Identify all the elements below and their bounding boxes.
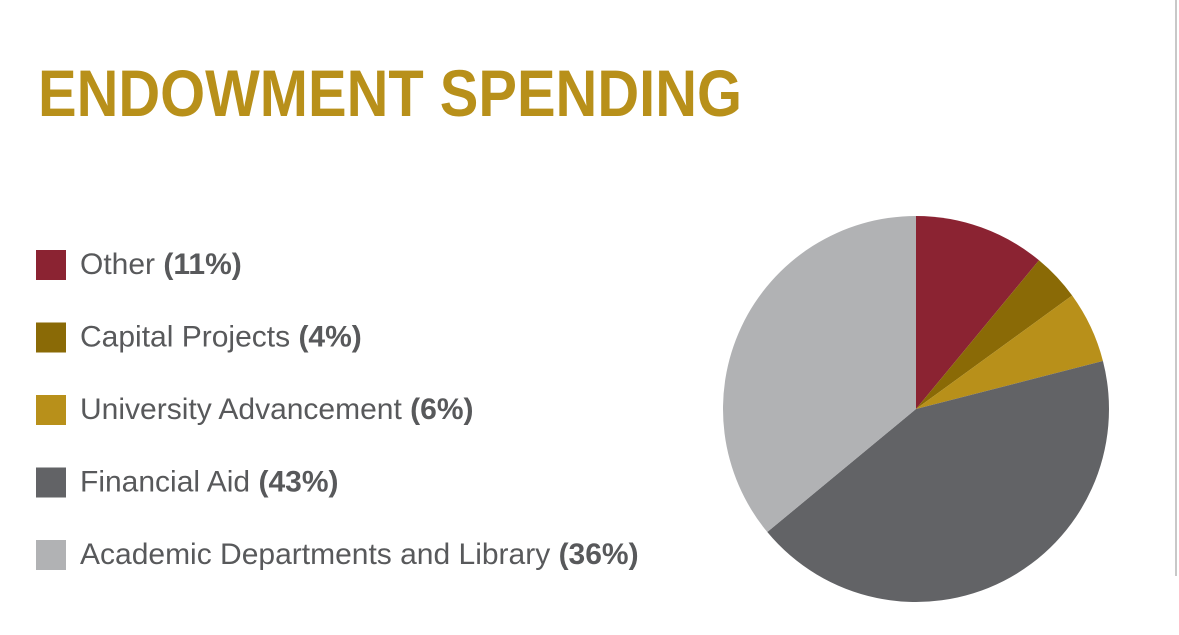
legend-value: (4%): [298, 320, 361, 353]
legend-label: University Advancement: [80, 393, 402, 426]
legend-space: [550, 538, 558, 571]
legend-value: (43%): [258, 465, 338, 498]
legend-swatch: [36, 395, 66, 425]
legend-entry: Financial Aid (43%): [80, 465, 338, 498]
legend-swatch: [36, 250, 66, 280]
legend-entry: Academic Departments and Library (36%): [80, 538, 639, 571]
pie-slice: [916, 216, 1040, 409]
legend-space: [290, 320, 298, 353]
legend-entry: Capital Projects (4%): [80, 320, 362, 353]
chart-title: ENDOWMENT SPENDING: [38, 56, 742, 130]
pie-slice: [723, 216, 916, 533]
legend-swatch: [36, 467, 66, 498]
pie-slice: [916, 295, 1103, 409]
legend-space: [250, 465, 258, 498]
legend-space: [155, 248, 163, 281]
legend-value: (11%): [163, 248, 241, 281]
legend-entry: University Advancement (6%): [80, 393, 474, 426]
legend-value: (6%): [410, 393, 473, 426]
legend-label: Academic Departments and Library: [80, 538, 550, 571]
legend-entry: Other (11%): [80, 248, 242, 281]
legend-label: Other: [80, 248, 155, 281]
legend-swatch: [36, 540, 66, 570]
legend-label: Capital Projects: [80, 320, 290, 353]
pie-slice: [916, 260, 1073, 409]
legend-space: [402, 393, 410, 426]
pie-slice: [767, 361, 1109, 602]
legend-value: (36%): [559, 538, 639, 571]
legend-label: Financial Aid: [80, 465, 250, 498]
legend-swatch: [36, 322, 66, 353]
